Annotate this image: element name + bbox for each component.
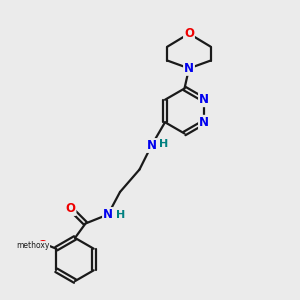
Text: O: O [184, 27, 194, 40]
Text: N: N [184, 62, 194, 75]
Text: methoxy: methoxy [16, 241, 50, 250]
Text: H: H [116, 210, 125, 220]
Text: N: N [146, 139, 157, 152]
Text: N: N [199, 116, 209, 129]
Text: H: H [159, 139, 168, 149]
Text: O: O [65, 202, 76, 215]
Text: N: N [103, 208, 113, 221]
Text: N: N [199, 93, 209, 106]
Text: O: O [38, 239, 48, 252]
